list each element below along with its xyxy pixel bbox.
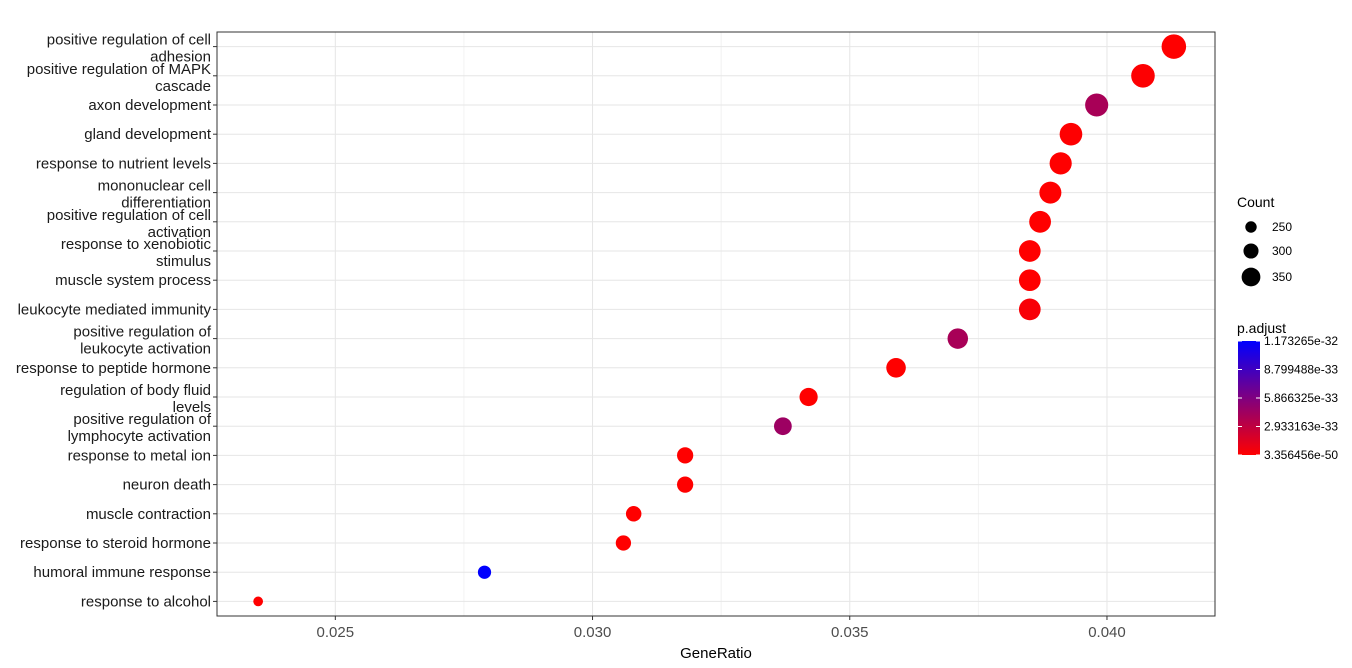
data-point (1161, 34, 1187, 59)
term-label: gland development (84, 126, 212, 143)
size-legend-label: 300 (1272, 244, 1292, 258)
data-point (947, 328, 969, 349)
color-legend-label: 5.866325e-33 (1264, 391, 1338, 405)
data-point (1049, 152, 1072, 175)
term-label: muscle contraction (86, 506, 211, 523)
term-label: neuron death (123, 477, 211, 494)
y-axis-labels: positive regulation of cell adhesionposit… (16, 32, 212, 611)
data-point (625, 506, 642, 522)
data-point (1085, 93, 1109, 117)
x-tick-label: 0.040 (1088, 624, 1126, 641)
term-label: regulation of body fluid levels (60, 382, 211, 416)
term-label: mononuclear cell differentiation (98, 178, 211, 212)
data-point (886, 358, 906, 378)
data-point (1039, 181, 1062, 204)
term-label: muscle system process (55, 272, 211, 289)
x-axis-title: GeneRatio (680, 645, 752, 662)
size-legend-label: 250 (1272, 220, 1292, 234)
size-legend-label: 350 (1272, 270, 1292, 284)
term-label: positive regulation of lymphocyte activat… (68, 411, 212, 445)
term-label: response to peptide hormone (16, 360, 211, 377)
term-label: response to steroid hormone (20, 535, 211, 552)
color-legend-label: 1.173265e-32 (1264, 334, 1338, 348)
term-label: positive regulation of leukocyte activati… (73, 324, 211, 358)
data-point (1059, 122, 1083, 146)
size-legend-title: Count (1237, 194, 1274, 210)
data-point (477, 565, 492, 579)
color-bar (1238, 341, 1260, 455)
data-point (677, 476, 694, 493)
data-point (1029, 210, 1051, 233)
term-label: response to metal ion (68, 447, 211, 464)
panel-border (216, 31, 1216, 617)
term-label: positive regulation of cell adhesion (47, 32, 211, 66)
term-label: humoral immune response (33, 564, 211, 581)
data-point (799, 387, 818, 407)
x-axis: 0.025 0.030 0.035 0.040 (317, 616, 1126, 641)
data-point (1018, 298, 1041, 321)
color-legend-label: 3.356456e-50 (1264, 448, 1338, 462)
data-point (615, 535, 632, 551)
term-label: response to alcohol (81, 593, 211, 610)
data-point (1018, 240, 1041, 262)
term-label: response to nutrient levels (36, 155, 211, 172)
color-legend-label: 2.933163e-33 (1264, 420, 1338, 434)
size-legend-key (1241, 267, 1261, 287)
panel-background (217, 32, 1215, 616)
data-points (253, 34, 1187, 607)
term-label: axon development (88, 97, 211, 114)
term-label: leukocyte mediated immunity (18, 301, 212, 318)
term-label: positive regulation of MAPK cascade (27, 61, 211, 95)
data-point (253, 596, 264, 607)
x-tick-label: 0.035 (831, 624, 869, 641)
term-label: response to xenobiotic stimulus (61, 236, 212, 270)
color-legend-label: 8.799488e-33 (1264, 363, 1338, 377)
color-legend: p.adjust 1.173265e-32 8.799488e-33 5.86632… (1237, 320, 1338, 462)
data-point (773, 417, 792, 436)
term-label: positive regulation of cell activation (47, 207, 211, 241)
size-legend-key (1245, 221, 1257, 233)
data-point (677, 447, 694, 464)
size-legend-key (1243, 243, 1259, 259)
color-legend-title: p.adjust (1237, 320, 1286, 336)
x-tick-label: 0.030 (574, 624, 612, 641)
size-legend: Count 250 300 350 (1237, 194, 1292, 287)
y-axis-ticks (213, 46, 217, 602)
x-tick-label: 0.025 (317, 624, 355, 641)
data-point (1018, 269, 1041, 292)
data-point (1131, 64, 1155, 88)
